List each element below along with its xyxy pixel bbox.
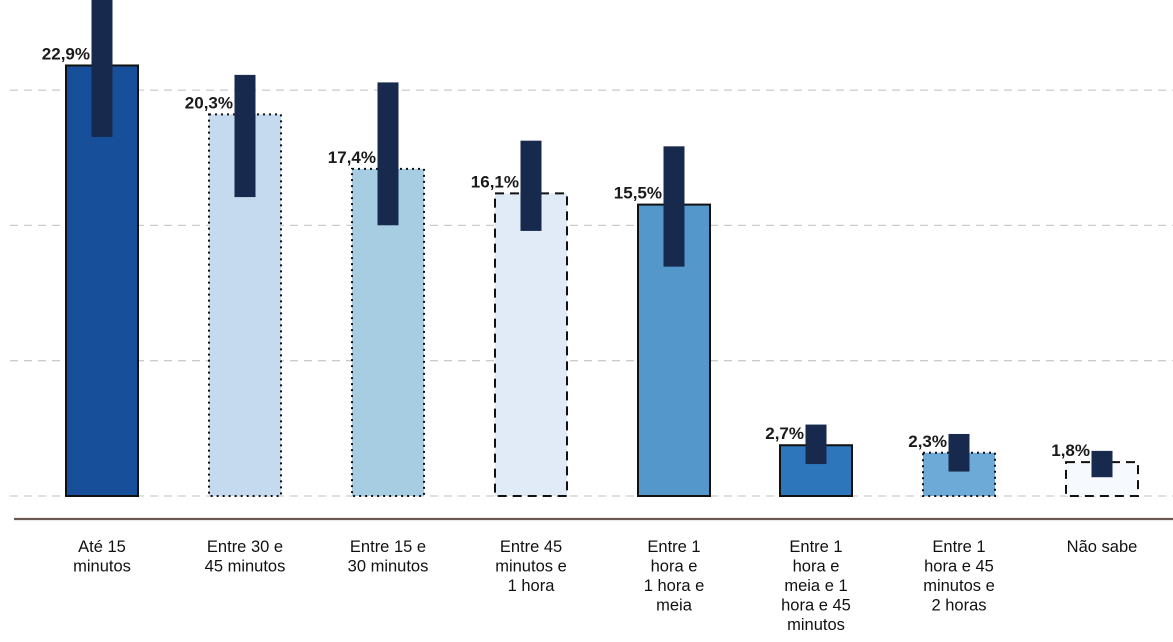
error-bar	[234, 74, 256, 198]
category-label: Entre 1 hora e meia e 1 hora e 45 minutos	[781, 538, 851, 634]
value-label: 2,7%	[765, 424, 804, 443]
category-labels: Até 15 minutos Entre 30 e 45 minutos Entre 1…	[73, 538, 1137, 634]
category-label: Entre 30 e 45 minutos	[205, 538, 286, 576]
value-label: 2,3%	[908, 432, 947, 451]
value-label: 1,8%	[1051, 441, 1090, 460]
bars	[65, 64, 1139, 498]
value-label: 20,3%	[185, 93, 233, 112]
value-label: 17,4%	[328, 148, 376, 167]
gridlines	[10, 89, 1173, 497]
error-bar	[1091, 450, 1113, 478]
error-bar	[805, 424, 827, 465]
error-bar	[377, 82, 399, 226]
category-label: Até 15 minutos	[73, 538, 131, 576]
error-bar	[520, 140, 542, 231]
value-labels: 22,9% 20,3% 17,4% 16,1% 15,5% 2,7% 2,3% 1,8%	[42, 44, 1090, 460]
value-label: 22,9%	[42, 44, 90, 63]
error-bars	[91, 0, 1113, 478]
bar	[65, 64, 139, 497]
category-label: Entre 15 e 30 minutos	[348, 538, 429, 576]
error-bar	[663, 146, 685, 267]
value-label: 16,1%	[471, 172, 519, 191]
bar	[922, 451, 996, 498]
category-label: Não sabe	[1067, 538, 1138, 556]
error-bar	[91, 0, 113, 137]
error-bar	[948, 433, 970, 472]
value-label: 15,5%	[614, 184, 662, 203]
bar	[494, 192, 568, 497]
